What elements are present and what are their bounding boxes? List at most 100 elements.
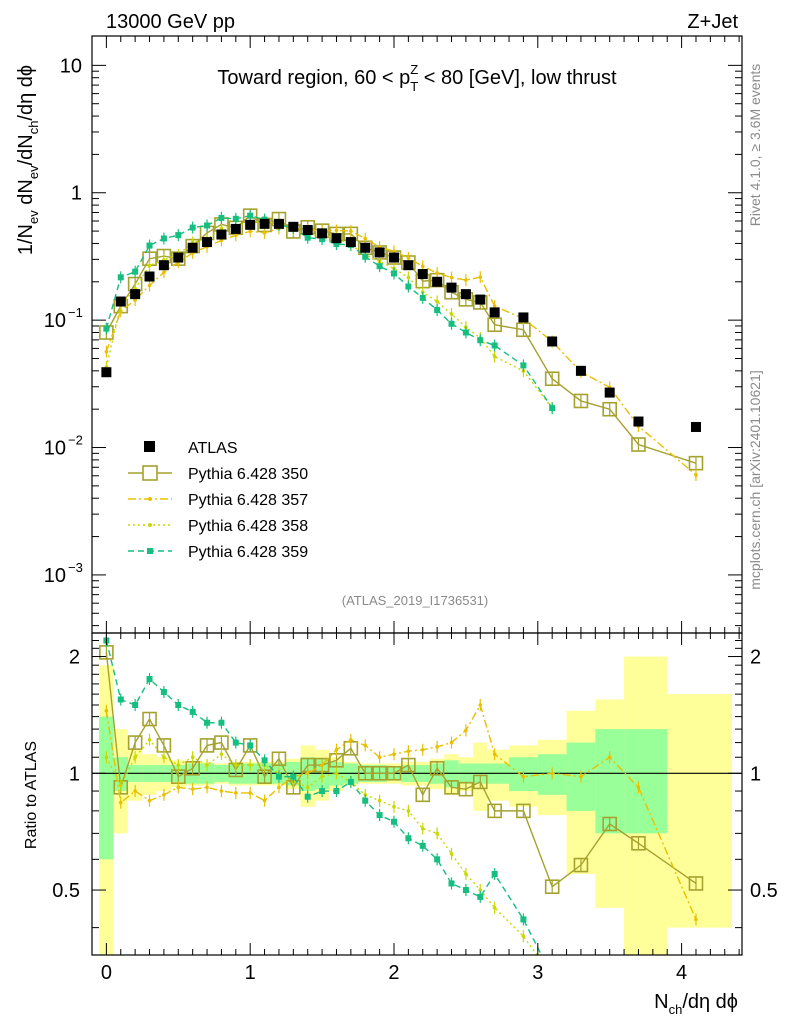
ratio-point-marker <box>190 755 195 760</box>
ratio-point-marker <box>521 774 526 779</box>
band-stat-bin <box>113 757 128 792</box>
series-point-marker <box>189 224 196 231</box>
atlas-data-point <box>460 289 471 300</box>
ratio-y-axis-label: Ratio to ATLAS <box>23 741 40 849</box>
ratio-point-marker <box>162 793 166 797</box>
ratio-point-marker <box>362 797 369 804</box>
ratio-point-marker <box>406 809 411 813</box>
atlas-data-point <box>317 228 328 239</box>
series-point-marker <box>477 337 484 344</box>
legend-entry-label: Pythia 6.428 358 <box>188 518 308 535</box>
series-point-marker <box>103 325 110 332</box>
atlas-data-point <box>374 247 385 258</box>
ratio-point-marker <box>472 774 488 790</box>
ratio-point-marker <box>333 788 340 795</box>
series-line-4 <box>105 214 553 409</box>
series-point-marker <box>175 232 182 239</box>
atlas-data-point <box>633 416 644 427</box>
ratio-point-marker <box>247 742 254 749</box>
x-tick-label: 4 <box>676 962 687 984</box>
ratio-point-marker <box>319 788 326 795</box>
ratio-point-marker <box>434 856 441 863</box>
ratio-point-marker <box>127 735 143 750</box>
legend-marker <box>148 497 152 501</box>
ratio-point-marker <box>142 711 157 727</box>
ratio-point-marker <box>242 738 258 753</box>
atlas-data-point <box>216 229 227 240</box>
atlas-data-point <box>259 218 270 229</box>
series-point-marker <box>247 212 254 219</box>
ratio-point-marker <box>419 842 426 849</box>
ratio-point-marker <box>357 765 373 781</box>
atlas-data-point <box>130 289 141 300</box>
ratio-point-marker <box>104 755 109 760</box>
atlas-data-point <box>245 219 256 230</box>
main-panel-marks <box>99 208 704 481</box>
ratio-point-marker <box>415 787 431 803</box>
series-point-marker <box>147 263 152 268</box>
atlas-data-point <box>547 336 558 347</box>
ratio-tick-label-right: 2 <box>750 647 761 669</box>
series-point-marker <box>435 271 439 275</box>
series-point-marker <box>147 283 152 288</box>
series-point-marker <box>520 362 527 369</box>
ratio-point-marker <box>549 973 555 979</box>
atlas-data-point <box>115 296 126 307</box>
ratio-point-marker <box>420 826 425 831</box>
ratio-tick-label-right: 0.5 <box>750 880 778 902</box>
ratio-point-marker <box>372 765 387 781</box>
series-point-marker <box>435 299 439 304</box>
ratio-point-marker <box>607 755 612 760</box>
series-point-marker <box>694 473 698 477</box>
series-point-marker <box>349 229 353 233</box>
ratio-point-marker <box>248 791 252 795</box>
series-point-marker <box>492 304 497 308</box>
ratio-point-marker <box>392 752 396 757</box>
atlas-data-point <box>489 307 500 318</box>
ratio-point-marker <box>234 763 238 767</box>
ratio-point-marker <box>334 747 339 752</box>
series-point-marker <box>334 228 339 233</box>
ratio-point-marker <box>579 774 583 779</box>
series-point-marker <box>392 249 396 254</box>
ratio-point-marker <box>271 751 287 767</box>
band-stat-bin <box>595 729 625 834</box>
series-point-marker <box>462 329 469 336</box>
legend-marker <box>142 465 158 481</box>
series-point-marker <box>218 214 225 221</box>
ratio-point-marker <box>290 773 297 780</box>
ratio-point-marker <box>602 816 617 832</box>
series-point-marker <box>464 278 468 282</box>
series-point-marker <box>390 270 397 277</box>
ratio-point-marker <box>464 872 468 876</box>
series-point-marker <box>160 235 167 242</box>
ratio-point-marker <box>132 701 139 708</box>
atlas-data-point <box>202 237 213 248</box>
ratio-point-marker <box>392 804 396 809</box>
ratio-point-marker <box>305 785 310 790</box>
band-total-bin <box>667 694 732 928</box>
x-tick-label: 1 <box>245 962 256 984</box>
series-point-marker <box>304 234 311 241</box>
ratio-point-marker <box>190 787 195 791</box>
x-tick-label: 2 <box>388 962 399 984</box>
ratio-point-marker <box>176 785 181 790</box>
series-point-marker <box>234 233 238 238</box>
ratio-point-marker <box>377 755 382 760</box>
atlas-data-point <box>690 421 701 432</box>
ratio-point-marker <box>147 737 152 742</box>
series-point-marker <box>478 275 483 279</box>
series-point-marker <box>363 236 368 241</box>
ratio-point-marker <box>390 818 397 825</box>
atlas-data-point <box>345 237 356 248</box>
series-point-marker <box>491 342 498 349</box>
series-point-marker <box>434 307 441 314</box>
y-tick-exponent: −2 <box>68 433 83 448</box>
ratio-point-marker <box>234 791 238 795</box>
ratio-point-marker <box>516 803 531 819</box>
ratio-point-marker <box>205 763 209 767</box>
atlas-data-point <box>331 233 342 244</box>
atlas-data-point <box>158 260 169 271</box>
ratio-point-marker <box>444 780 459 795</box>
